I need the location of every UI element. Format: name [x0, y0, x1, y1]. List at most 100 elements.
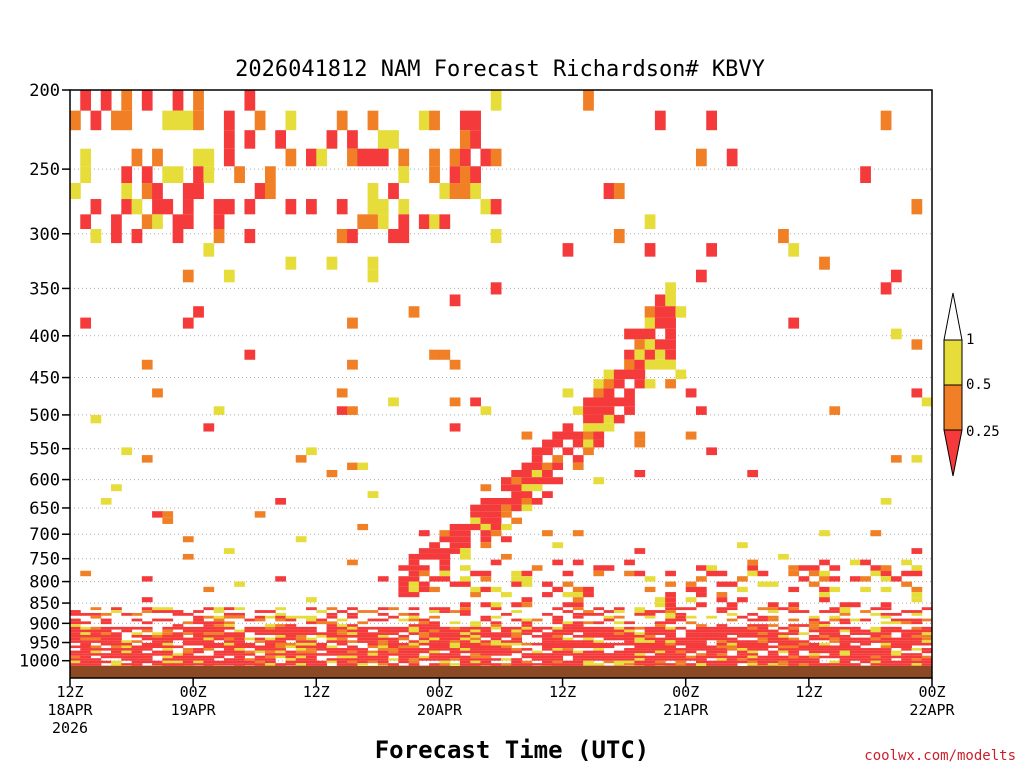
ri-cell [254, 629, 266, 633]
ri-cell [747, 658, 759, 661]
ri-cell [849, 602, 861, 608]
ri-cell [254, 110, 266, 131]
ri-cell [162, 199, 174, 215]
ri-cell [357, 640, 369, 643]
ri-cell [264, 655, 276, 659]
ri-cell [644, 632, 656, 635]
ri-cell [501, 523, 512, 531]
ri-cell [552, 621, 564, 625]
ri-cell [182, 199, 194, 215]
ri-cell [367, 618, 379, 622]
y-tick-label: 350 [29, 279, 60, 299]
ri-cell [285, 653, 297, 656]
ri-cell [162, 642, 174, 646]
ri-cell [490, 229, 502, 244]
ri-cell [644, 640, 656, 643]
ri-cell [275, 130, 286, 149]
ri-cell [439, 214, 451, 230]
ri-cell [562, 621, 574, 625]
ri-cell [634, 369, 646, 380]
ri-cell [90, 632, 102, 635]
ri-cell [542, 469, 553, 478]
ri-cell [182, 183, 194, 200]
ri-cell [295, 629, 307, 633]
ri-cell [911, 640, 923, 643]
ri-cell [152, 663, 163, 666]
ri-cell [90, 607, 102, 611]
ri-cell [829, 626, 841, 630]
ri-cell [767, 610, 779, 613]
ri-cell [285, 626, 297, 630]
ri-cell [521, 576, 533, 582]
ri-cell [244, 618, 256, 622]
ri-cell [501, 645, 512, 649]
ri-cell [193, 618, 204, 622]
ri-cell [141, 183, 153, 200]
ri-cell [223, 642, 235, 646]
ri-cell [439, 183, 451, 200]
ri-cell [808, 615, 820, 619]
ri-cell [511, 491, 523, 498]
ri-cell [613, 369, 625, 380]
ri-cell [521, 618, 533, 622]
ri-cell [100, 621, 112, 625]
ri-cell [726, 660, 738, 664]
ri-cell [172, 645, 184, 649]
ri-cell [131, 612, 143, 616]
ri-cell [726, 607, 738, 611]
ri-cell [603, 388, 615, 398]
ri-cell [182, 658, 194, 661]
ri-cell [213, 632, 225, 635]
ri-cell [665, 618, 676, 622]
ri-cell [285, 655, 297, 659]
ri-cell [747, 653, 759, 656]
ri-cell [203, 658, 215, 661]
ri-cell [244, 642, 256, 646]
ri-cell [377, 618, 389, 622]
ri-cell [788, 640, 800, 643]
y-tick-label: 450 [29, 369, 60, 389]
ri-cell [778, 634, 789, 638]
ri-cell [408, 663, 420, 666]
ri-cell [357, 621, 369, 625]
ri-cell [316, 653, 328, 656]
ri-cell [449, 581, 461, 587]
ri-cell [901, 632, 912, 635]
ri-cell [141, 629, 153, 633]
ri-cell [716, 650, 728, 654]
ri-cell [593, 653, 605, 656]
ri-cell [429, 214, 440, 230]
ri-cell [911, 586, 923, 593]
ri-cell [490, 523, 502, 531]
ri-cell [326, 629, 338, 633]
ri-cell [634, 439, 646, 448]
ri-cell [644, 576, 656, 582]
ri-cell [70, 632, 81, 635]
ri-cell [306, 199, 317, 215]
ri-cell [716, 629, 728, 633]
y-axis: 2002503003504004505005506006507007508008… [19, 81, 70, 672]
ri-cell [788, 618, 800, 622]
ri-cell [459, 658, 471, 661]
ri-cell [377, 612, 389, 616]
ri-cell [470, 517, 481, 524]
ri-cell [665, 607, 676, 611]
ri-cell [193, 621, 204, 625]
ri-cell [613, 607, 625, 611]
ri-cell [685, 615, 697, 619]
ri-cell [470, 570, 481, 577]
ri-cell [470, 650, 481, 654]
ri-cell [562, 645, 574, 649]
ri-cell [70, 626, 81, 630]
ri-cell [716, 634, 728, 638]
ri-cell [880, 632, 892, 635]
ri-cell [880, 658, 892, 661]
y-tick-label: 700 [29, 525, 60, 545]
ri-cell [911, 642, 923, 646]
ri-cell [193, 110, 204, 131]
ri-cell [511, 629, 523, 633]
y-tick-label: 250 [29, 160, 60, 180]
x-tick-label: 2026 [52, 719, 88, 737]
ri-cell [326, 469, 338, 478]
ri-cell [162, 663, 174, 666]
